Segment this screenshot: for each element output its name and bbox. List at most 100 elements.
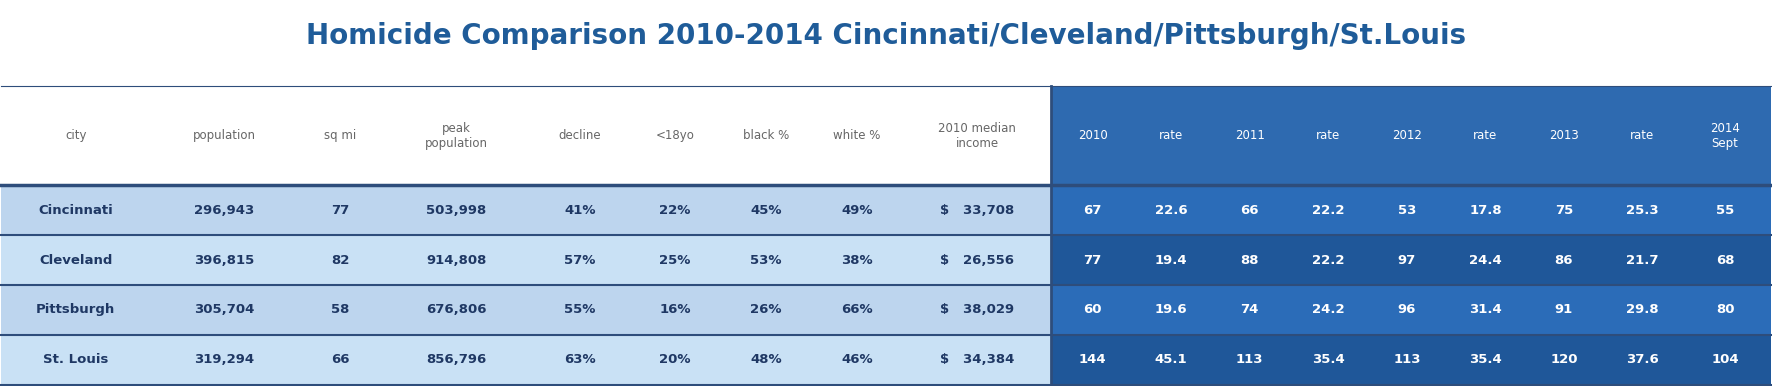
Text: $   38,029: $ 38,029 bbox=[939, 303, 1014, 317]
Text: 66: 66 bbox=[1240, 204, 1260, 217]
FancyBboxPatch shape bbox=[1605, 86, 1680, 185]
Text: 19.4: 19.4 bbox=[1155, 254, 1187, 267]
FancyBboxPatch shape bbox=[1209, 335, 1292, 384]
FancyBboxPatch shape bbox=[2, 185, 151, 235]
FancyBboxPatch shape bbox=[812, 235, 902, 285]
FancyBboxPatch shape bbox=[151, 185, 299, 235]
Text: 96: 96 bbox=[1398, 303, 1416, 317]
Text: 113: 113 bbox=[1393, 353, 1421, 366]
Text: 37.6: 37.6 bbox=[1627, 353, 1659, 366]
Text: 66: 66 bbox=[331, 353, 349, 366]
Text: 66%: 66% bbox=[842, 303, 874, 317]
FancyBboxPatch shape bbox=[299, 285, 381, 335]
FancyBboxPatch shape bbox=[1366, 285, 1448, 335]
Text: 41%: 41% bbox=[563, 204, 595, 217]
FancyBboxPatch shape bbox=[1605, 285, 1680, 335]
Text: 296,943: 296,943 bbox=[195, 204, 255, 217]
FancyBboxPatch shape bbox=[299, 86, 381, 185]
FancyBboxPatch shape bbox=[1292, 285, 1366, 335]
FancyBboxPatch shape bbox=[1134, 335, 1209, 384]
FancyBboxPatch shape bbox=[629, 335, 721, 384]
FancyBboxPatch shape bbox=[902, 235, 1051, 285]
Text: 88: 88 bbox=[1240, 254, 1260, 267]
FancyBboxPatch shape bbox=[1680, 285, 1770, 335]
FancyBboxPatch shape bbox=[902, 335, 1051, 384]
Text: $   34,384: $ 34,384 bbox=[939, 353, 1014, 366]
Text: sq mi: sq mi bbox=[324, 129, 356, 142]
FancyBboxPatch shape bbox=[299, 335, 381, 384]
Text: St. Louis: St. Louis bbox=[43, 353, 108, 366]
Text: 22%: 22% bbox=[659, 204, 691, 217]
Text: 2014
Sept: 2014 Sept bbox=[1710, 122, 1740, 149]
FancyBboxPatch shape bbox=[1209, 185, 1292, 235]
FancyBboxPatch shape bbox=[902, 285, 1051, 335]
FancyBboxPatch shape bbox=[1680, 185, 1770, 235]
Text: 77: 77 bbox=[1083, 254, 1102, 267]
Text: 22.6: 22.6 bbox=[1155, 204, 1187, 217]
Text: 35.4: 35.4 bbox=[1469, 353, 1501, 366]
FancyBboxPatch shape bbox=[721, 285, 812, 335]
FancyBboxPatch shape bbox=[1051, 285, 1134, 335]
Text: Cleveland: Cleveland bbox=[39, 254, 112, 267]
Text: 63%: 63% bbox=[563, 353, 595, 366]
FancyBboxPatch shape bbox=[381, 185, 530, 235]
FancyBboxPatch shape bbox=[1605, 235, 1680, 285]
Text: 305,704: 305,704 bbox=[195, 303, 255, 317]
Text: 86: 86 bbox=[1554, 254, 1574, 267]
FancyBboxPatch shape bbox=[299, 185, 381, 235]
Text: 45%: 45% bbox=[750, 204, 781, 217]
Text: black %: black % bbox=[742, 129, 789, 142]
FancyBboxPatch shape bbox=[381, 285, 530, 335]
FancyBboxPatch shape bbox=[530, 185, 629, 235]
FancyBboxPatch shape bbox=[299, 235, 381, 285]
Text: 48%: 48% bbox=[750, 353, 781, 366]
FancyBboxPatch shape bbox=[902, 185, 1051, 235]
Text: decline: decline bbox=[558, 129, 601, 142]
FancyBboxPatch shape bbox=[1605, 185, 1680, 235]
Text: 17.8: 17.8 bbox=[1469, 204, 1501, 217]
Text: 80: 80 bbox=[1715, 303, 1735, 317]
Text: Pittsburgh: Pittsburgh bbox=[35, 303, 115, 317]
FancyBboxPatch shape bbox=[2, 86, 151, 185]
FancyBboxPatch shape bbox=[1366, 185, 1448, 235]
FancyBboxPatch shape bbox=[1292, 235, 1366, 285]
Text: 25%: 25% bbox=[659, 254, 691, 267]
FancyBboxPatch shape bbox=[1522, 335, 1605, 384]
FancyBboxPatch shape bbox=[812, 335, 902, 384]
Text: 120: 120 bbox=[1550, 353, 1577, 366]
Text: 60: 60 bbox=[1083, 303, 1102, 317]
FancyBboxPatch shape bbox=[721, 235, 812, 285]
Text: 49%: 49% bbox=[842, 204, 874, 217]
FancyBboxPatch shape bbox=[1448, 235, 1522, 285]
FancyBboxPatch shape bbox=[530, 86, 629, 185]
FancyBboxPatch shape bbox=[1292, 185, 1366, 235]
FancyBboxPatch shape bbox=[629, 185, 721, 235]
Text: 113: 113 bbox=[1237, 353, 1263, 366]
Text: 26%: 26% bbox=[750, 303, 781, 317]
FancyBboxPatch shape bbox=[530, 335, 629, 384]
Text: 21.7: 21.7 bbox=[1627, 254, 1659, 267]
FancyBboxPatch shape bbox=[2, 285, 151, 335]
FancyBboxPatch shape bbox=[812, 86, 902, 185]
Text: 53%: 53% bbox=[750, 254, 781, 267]
Text: 2010 median
income: 2010 median income bbox=[937, 122, 1015, 149]
Text: 914,808: 914,808 bbox=[425, 254, 486, 267]
Text: 82: 82 bbox=[331, 254, 349, 267]
Text: 676,806: 676,806 bbox=[425, 303, 486, 317]
FancyBboxPatch shape bbox=[151, 335, 299, 384]
FancyBboxPatch shape bbox=[1522, 285, 1605, 335]
Text: 55%: 55% bbox=[565, 303, 595, 317]
FancyBboxPatch shape bbox=[629, 235, 721, 285]
FancyBboxPatch shape bbox=[381, 235, 530, 285]
Text: 2012: 2012 bbox=[1393, 129, 1421, 142]
Text: 97: 97 bbox=[1398, 254, 1416, 267]
FancyBboxPatch shape bbox=[1366, 235, 1448, 285]
Text: $   33,708: $ 33,708 bbox=[939, 204, 1014, 217]
Text: 24.2: 24.2 bbox=[1311, 303, 1345, 317]
FancyBboxPatch shape bbox=[1292, 335, 1366, 384]
FancyBboxPatch shape bbox=[1134, 86, 1209, 185]
Text: $   26,556: $ 26,556 bbox=[939, 254, 1014, 267]
Text: 25.3: 25.3 bbox=[1627, 204, 1659, 217]
Text: 57%: 57% bbox=[565, 254, 595, 267]
Text: 74: 74 bbox=[1240, 303, 1258, 317]
